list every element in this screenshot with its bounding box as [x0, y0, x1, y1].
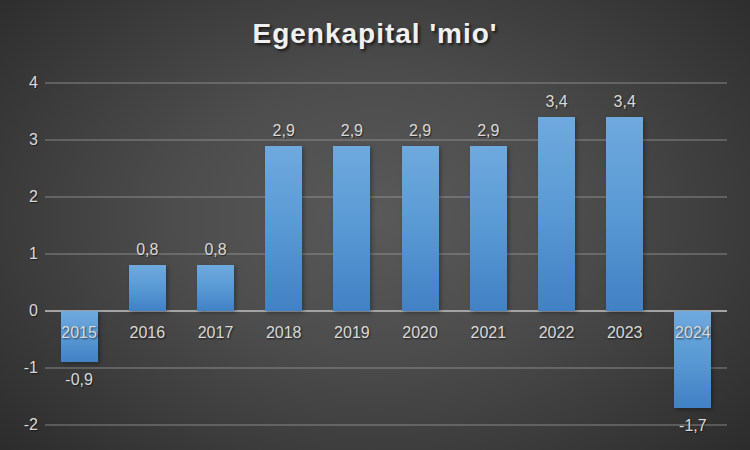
y-axis-label: 4 — [4, 73, 38, 93]
bar-value-label: 2,9 — [456, 122, 520, 140]
bar-value-label: 2,9 — [388, 122, 452, 140]
gridline — [45, 424, 727, 426]
bar-value-label: -0,9 — [47, 371, 111, 389]
bar-value-label: 0,8 — [115, 241, 179, 259]
x-axis-label: 2015 — [47, 324, 111, 342]
bar-value-label: 2,9 — [320, 122, 384, 140]
y-axis-label: -1 — [4, 358, 38, 378]
y-axis-label: 1 — [4, 244, 38, 264]
bar — [197, 265, 234, 311]
x-axis-label: 2019 — [320, 324, 384, 342]
bar — [538, 117, 575, 311]
bar — [333, 146, 370, 311]
bar — [129, 265, 166, 311]
bar-value-label: 3,4 — [525, 93, 589, 111]
x-axis-label: 2024 — [661, 324, 725, 342]
x-axis-label: 2016 — [115, 324, 179, 342]
bar — [402, 146, 439, 311]
gridline — [45, 367, 727, 369]
bar — [265, 146, 302, 311]
bar — [606, 117, 643, 311]
x-axis-label: 2022 — [525, 324, 589, 342]
bar-value-label: 0,8 — [184, 241, 248, 259]
gridline — [45, 82, 727, 84]
bar-value-label: -1,7 — [661, 417, 725, 435]
x-axis-label: 2020 — [388, 324, 452, 342]
bar-chart: Egenkapital 'mio' 4 3 2 1 0 -1 -2 -0,9 0,8 0,8 2,9… — [0, 0, 750, 450]
x-axis-label: 2017 — [184, 324, 248, 342]
bar — [470, 146, 507, 311]
y-axis-label: 0 — [4, 301, 38, 321]
y-axis-label: 3 — [4, 130, 38, 150]
y-axis-label: -2 — [4, 415, 38, 435]
chart-title: Egenkapital 'mio' — [0, 18, 750, 50]
bar-value-label: 2,9 — [252, 122, 316, 140]
x-axis-label: 2023 — [593, 324, 657, 342]
y-axis-label: 2 — [4, 187, 38, 207]
bar-value-label: 3,4 — [593, 93, 657, 111]
x-axis-label: 2021 — [456, 324, 520, 342]
x-axis-label: 2018 — [252, 324, 316, 342]
